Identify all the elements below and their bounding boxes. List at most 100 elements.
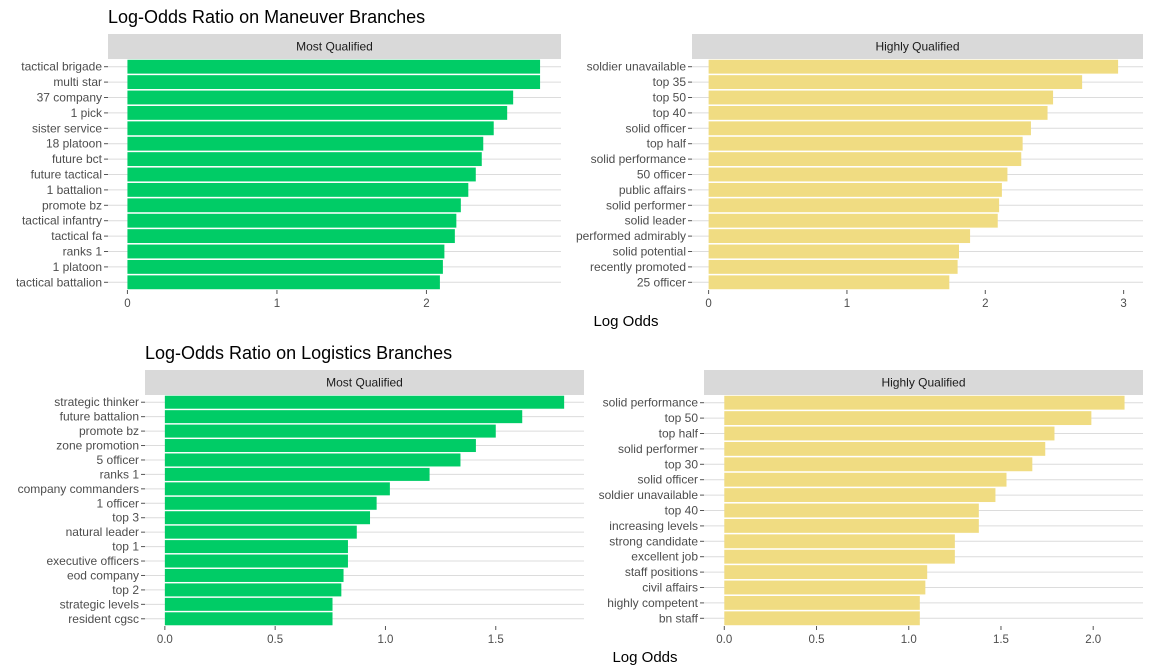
bar (708, 244, 960, 259)
bar (708, 259, 958, 274)
category-label: resident cgsc (68, 612, 139, 626)
category-label: bn staff (659, 611, 699, 625)
bar (127, 167, 476, 182)
category-label: 1 pick (71, 106, 103, 120)
bar (164, 583, 342, 597)
category-label: future battalion (60, 410, 139, 424)
bar (724, 565, 928, 580)
category-label: solid officer (626, 121, 686, 135)
bar (708, 75, 1083, 90)
bar (724, 457, 1033, 472)
category-label: soldier unavailable (587, 60, 687, 74)
bar (708, 167, 1008, 182)
facet-strip (108, 34, 561, 59)
category-label: increasing levels (609, 519, 698, 533)
category-label: strong candidate (609, 534, 698, 548)
bar (127, 244, 445, 259)
bar (724, 411, 1092, 426)
facet-strip-label: Most Qualified (296, 40, 373, 54)
category-label: 37 company (37, 91, 102, 105)
x-tick-label: 1 (844, 298, 850, 310)
bar (127, 182, 469, 197)
x-tick-label: 1.5 (488, 634, 504, 646)
x-tick-label: 1.0 (901, 634, 917, 646)
bar (724, 518, 979, 533)
x-tick-label: 0 (705, 298, 711, 310)
facet-strip (704, 370, 1143, 395)
bar (708, 90, 1054, 105)
bar (127, 152, 482, 167)
bar (724, 503, 979, 518)
category-label: top 30 (665, 457, 699, 471)
x-tick-label: 1.5 (993, 634, 1009, 646)
category-label: sister service (32, 121, 102, 135)
bar (127, 229, 455, 244)
x-tick-label: 2 (423, 298, 429, 310)
category-label: future tactical (31, 168, 102, 182)
x-tick-label: 2.0 (1085, 634, 1101, 646)
x-tick-label: 2 (982, 298, 988, 310)
category-label: tactical infantry (22, 214, 102, 228)
bar (164, 525, 357, 539)
bar (164, 424, 496, 438)
category-label: 50 officer (637, 168, 686, 182)
bar (164, 395, 565, 409)
bar (127, 275, 440, 290)
bar (708, 275, 950, 290)
bar (127, 59, 541, 74)
category-label: solid leader (625, 214, 686, 228)
bar (164, 482, 390, 496)
category-label: solid officer (638, 473, 698, 487)
category-label: natural leader (66, 525, 139, 539)
category-label: 1 officer (97, 496, 139, 510)
category-label: top 35 (653, 75, 687, 89)
facet-strip (692, 34, 1143, 59)
category-label: zone promotion (56, 439, 139, 453)
category-label: top 3 (112, 511, 139, 525)
category-label: excellent job (631, 550, 698, 564)
bar (708, 229, 971, 244)
category-label: 25 officer (637, 275, 686, 289)
category-label: top 50 (665, 411, 699, 425)
logistics-x-axis-title: Log Odds (612, 649, 677, 666)
bar (127, 75, 541, 90)
category-label: 18 platoon (46, 137, 102, 151)
category-label: strategic levels (60, 597, 139, 611)
bar (708, 105, 1048, 120)
category-label: top 40 (653, 106, 687, 120)
x-tick-label: 0 (124, 298, 130, 310)
bar (724, 534, 955, 549)
category-label: ranks 1 (63, 245, 103, 259)
bar (708, 59, 1119, 74)
category-label: top 40 (665, 504, 699, 518)
category-label: solid performer (618, 442, 698, 456)
bar (724, 611, 920, 626)
x-tick-label: 0.5 (267, 634, 283, 646)
bar (164, 554, 348, 568)
category-label: tactical fa (51, 229, 102, 243)
category-label: tactical brigade (21, 60, 102, 74)
bar (724, 549, 955, 564)
category-label: strategic thinker (54, 395, 139, 409)
bar (164, 439, 476, 453)
bar (127, 105, 508, 120)
category-label: solid performance (591, 152, 687, 166)
bar (708, 121, 1031, 136)
category-label: 1 platoon (53, 260, 102, 274)
category-label: 5 officer (97, 453, 139, 467)
category-label: solid potential (613, 245, 686, 259)
category-label: 1 battalion (47, 183, 102, 197)
logistics-title: Log-Odds Ratio on Logistics Branches (145, 343, 452, 363)
bar (164, 597, 333, 611)
category-label: top 50 (653, 91, 687, 105)
category-label: tactical battalion (16, 275, 102, 289)
bar (708, 152, 1022, 167)
category-label: future bct (52, 152, 103, 166)
facet-strip-label: Highly Qualified (881, 376, 965, 390)
bar (724, 441, 1046, 456)
category-label: top half (659, 427, 699, 441)
bar (164, 568, 344, 582)
